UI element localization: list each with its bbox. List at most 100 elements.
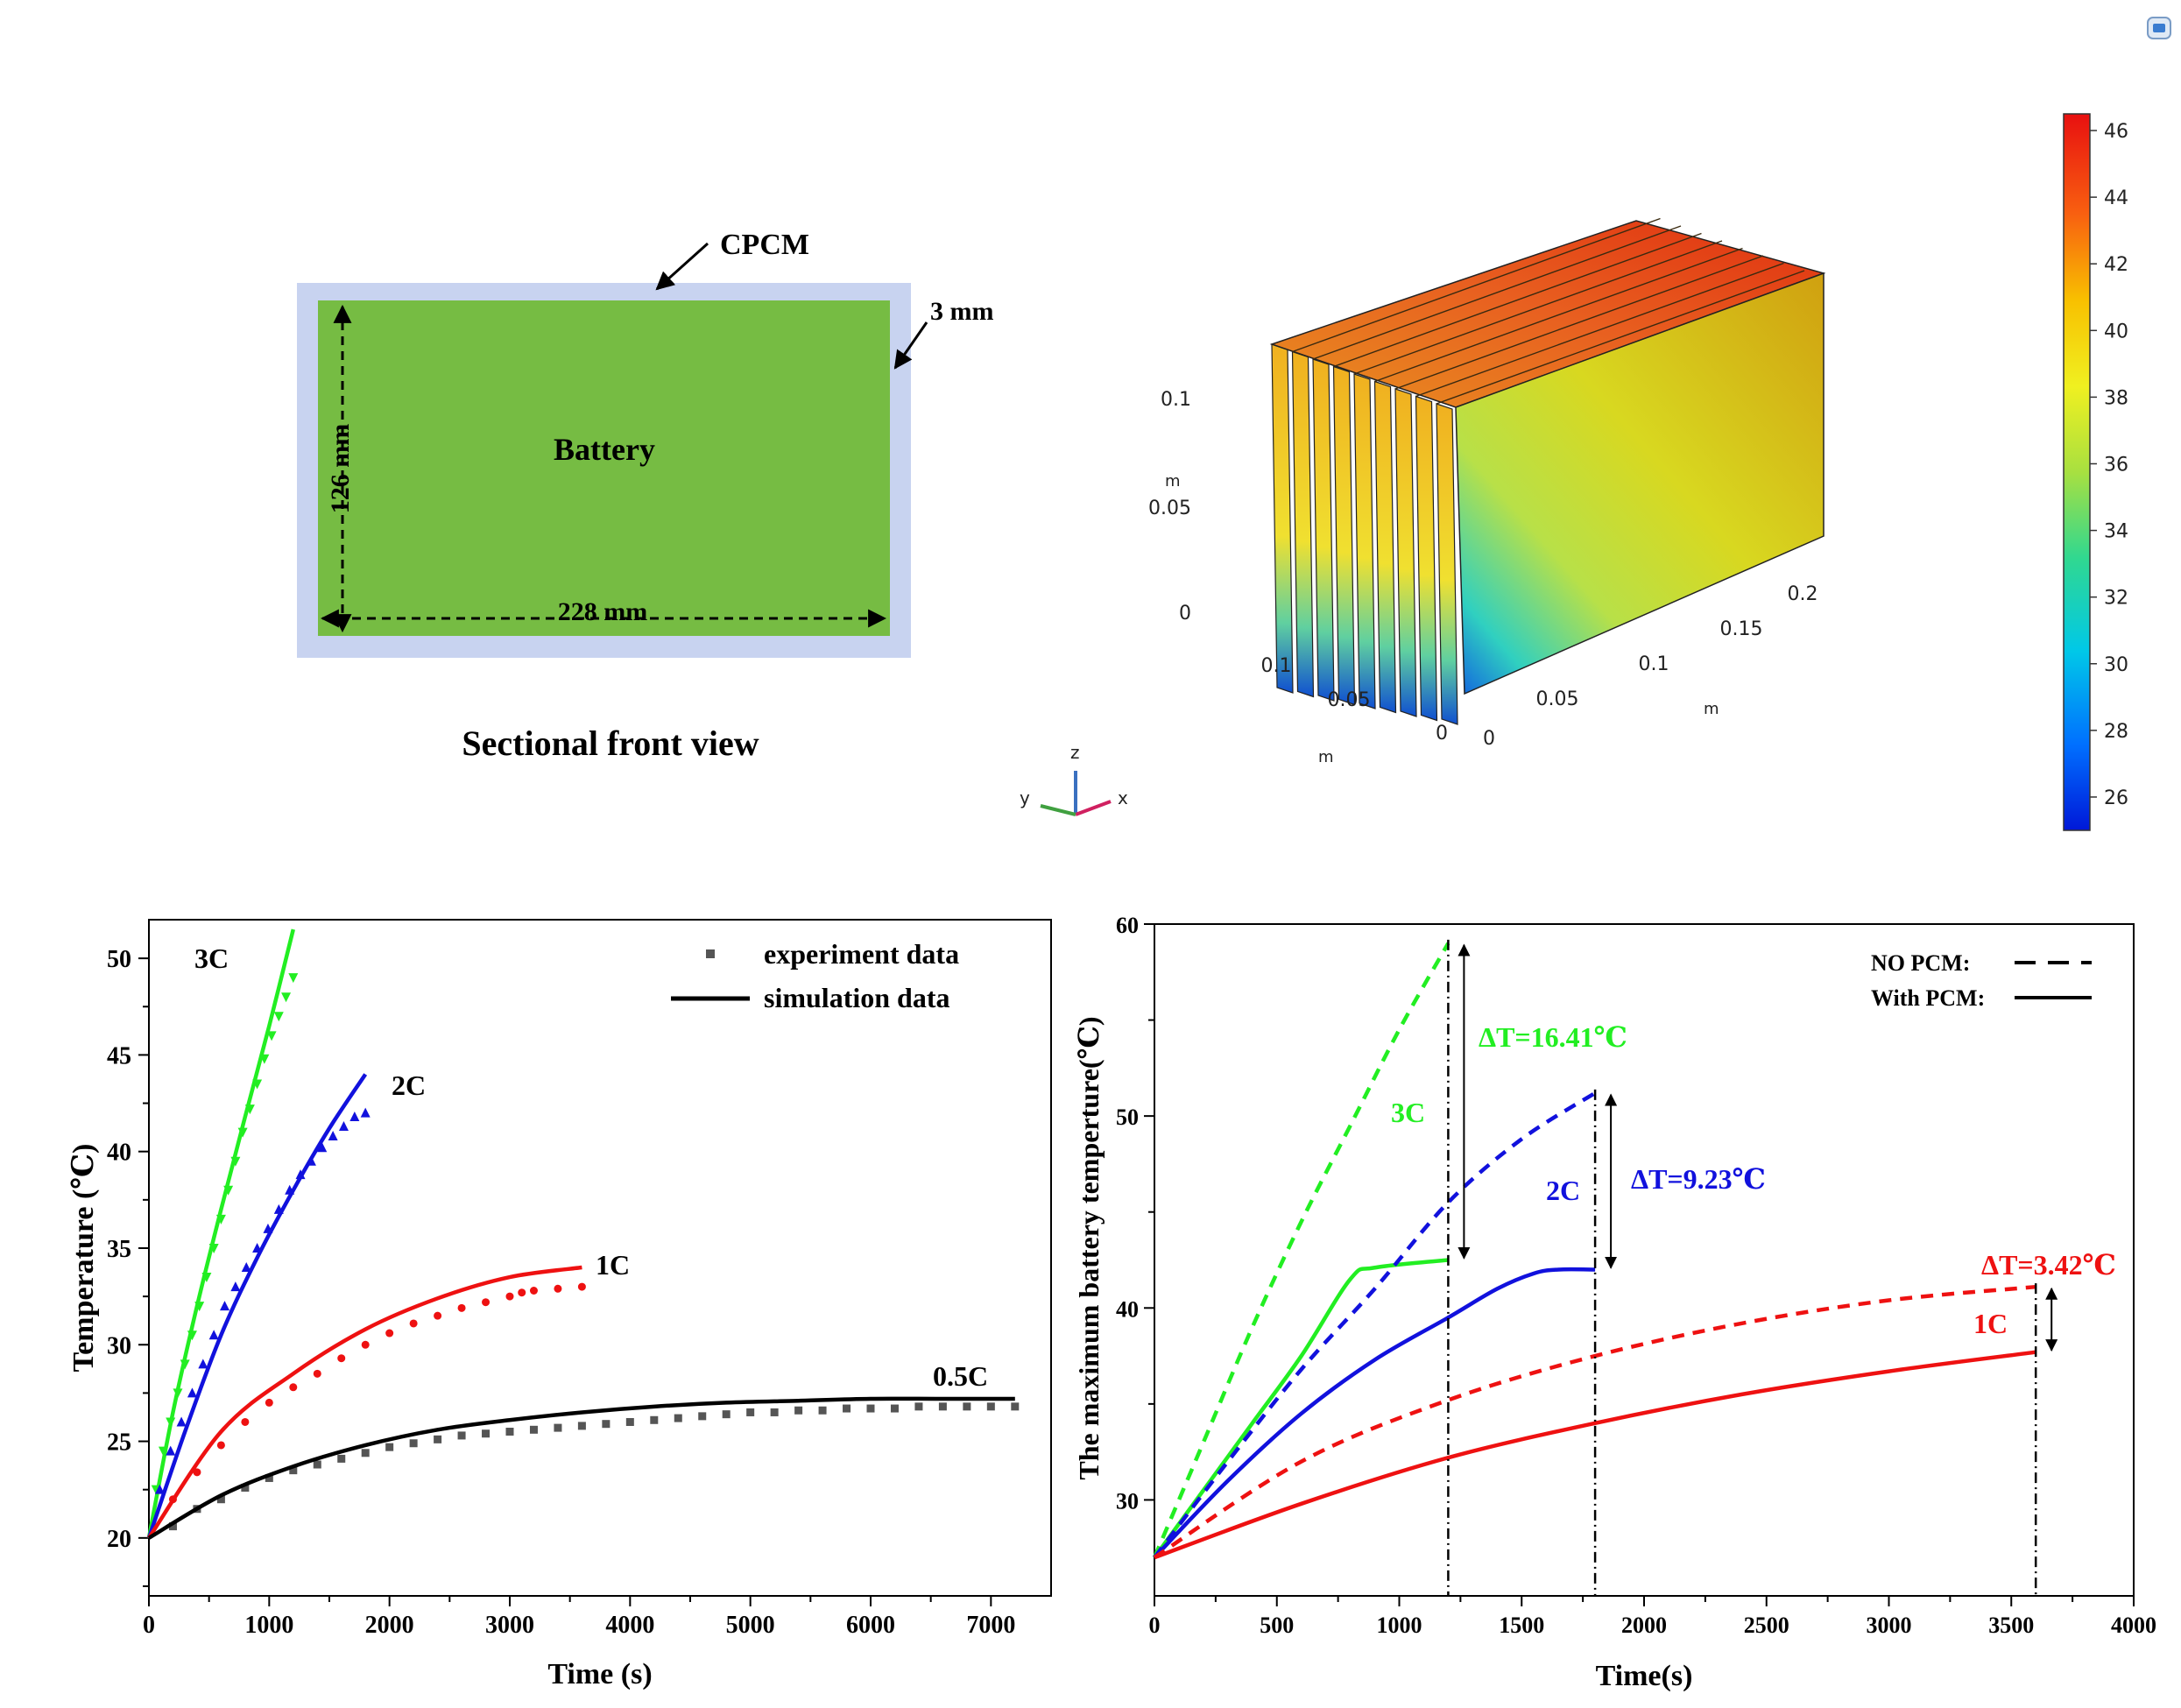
chart1-exp-point-0.5C: [914, 1402, 923, 1411]
chart2-label-1C: 1C: [1973, 1308, 2008, 1339]
model-3d: 0.1 0.05 0 0.1 0.05 0 0 0.05 0.1 0.15 0.2 m m m z …: [1020, 17, 2171, 831]
chart1-exp-point-1C: [505, 1292, 514, 1301]
chart1-exp-point-0.5C: [625, 1417, 634, 1426]
chart1-x-tick-label: 2000: [365, 1612, 414, 1639]
fin-3: [1332, 365, 1356, 706]
chart2-x-tick-label: 1500: [1499, 1613, 1544, 1638]
chart1-exp-point-0.5C: [866, 1404, 875, 1413]
chart1-series: [146, 928, 1020, 1540]
triad-x-label: x: [1118, 787, 1128, 808]
chart1-exp-point-0.5C: [890, 1404, 899, 1413]
height-label: 126 mm: [326, 424, 355, 513]
legend-with-pcm-label: With PCM:: [1871, 985, 1985, 1011]
chart1-exp-point-2C: [176, 1416, 187, 1427]
thickness-pointer-arrow: [893, 321, 928, 370]
chart2-label-3C: 3C: [1391, 1097, 1425, 1128]
chart2-label-2C: 2C: [1546, 1175, 1580, 1206]
colorbar-tick-label: 44: [2104, 187, 2128, 209]
chart1-exp-point-0.5C: [577, 1422, 586, 1430]
chart2-with-pcm-line-1C: [1154, 1350, 2036, 1560]
triad-y-label: y: [1020, 787, 1030, 808]
top-stripe-3: [1333, 232, 1702, 368]
chart1-exp-point-1C: [577, 1282, 586, 1291]
chart1-x-tick-label: 1000: [244, 1612, 293, 1639]
fin-8: [1436, 403, 1458, 725]
chart2-y-tick-label: 30: [1116, 1488, 1139, 1514]
chart1-x-ticks: 0 1000 2000 3000 4000 5000 6000 7000: [143, 1596, 1015, 1639]
window-corner-icon: [2147, 17, 2171, 39]
chart1-exp-point-0.5C: [337, 1454, 346, 1463]
colorbar-tick-label: 42: [2104, 254, 2128, 276]
chart1-exp-point-0.5C: [241, 1483, 250, 1492]
chart2-y-axis-label: The maximum battery temperture(℃): [1073, 1016, 1105, 1479]
chart1-exp-point-2C: [349, 1111, 360, 1121]
x-tick-label: 0: [1483, 728, 1495, 750]
cpcm-label: CPCM: [720, 229, 809, 261]
chart2-x-tick-label: 1000: [1377, 1613, 1422, 1638]
fin-1: [1291, 350, 1315, 698]
colorbar-tick-label: 32: [2104, 588, 2128, 610]
battery-label: Battery: [554, 432, 655, 467]
chart2-with-pcm-line-3C: [1153, 1258, 1449, 1559]
chart1-label-3C: 3C: [194, 942, 229, 974]
colorbar-tick-label: 26: [2104, 787, 2128, 809]
chart1-exp-point-0.5C: [361, 1449, 370, 1457]
fin-7: [1415, 395, 1438, 722]
chart1-exp-point-0.5C: [409, 1439, 418, 1448]
chart2-x-ticks: 0 500 1000 1500 2000 2500 3000 3500 4000: [1149, 1596, 2156, 1638]
chart1-exp-point-0.5C: [168, 1522, 177, 1531]
chart1-label-1C: 1C: [596, 1249, 630, 1281]
chart1-exp-point-0.5C: [843, 1404, 851, 1413]
legend-experiment-marker: [706, 949, 715, 958]
z-tick-label: 0: [1179, 603, 1191, 625]
y-tick-label: 0: [1436, 723, 1448, 745]
chart1-exp-point-1C: [265, 1398, 273, 1407]
chart1-y-ticks: 20 25 30 35 40 45 50: [107, 946, 149, 1587]
chart1-exp-point-1C: [289, 1383, 298, 1392]
chart1-exp-point-3C: [281, 992, 292, 1003]
battery-cell: [318, 300, 890, 636]
colorbar: [2063, 113, 2091, 831]
chart1-sim-line-3C: [146, 928, 295, 1539]
chart1-exp-point-0.5C: [1011, 1402, 1020, 1411]
colorbar-tick-label: 46: [2104, 121, 2128, 143]
chart1-exp-point-1C: [554, 1284, 562, 1293]
chart1-exp-point-0.5C: [963, 1402, 971, 1411]
colorbar-tick-label: 38: [2104, 387, 2128, 409]
triad-y-arrow: [1040, 804, 1076, 816]
chart1-exp-point-0.5C: [216, 1495, 225, 1504]
chart1-exp-point-0.5C: [698, 1412, 707, 1421]
chart1-exp-point-0.5C: [770, 1408, 779, 1416]
fin-6: [1394, 388, 1417, 717]
chart2-x-tick-label: 4000: [2111, 1613, 2156, 1638]
chart2-y-tick-label: 60: [1116, 913, 1139, 938]
colorbar-tick-label: 30: [2104, 654, 2128, 676]
chart2-legend: NO PCM: With PCM:: [1871, 950, 2092, 1011]
chart1-x-axis-label: Time (s): [547, 1658, 652, 1690]
colorbar-ticks: 46 44 42 40 38 36 34 32 30 28 26: [2090, 121, 2128, 809]
triad-x-arrow: [1075, 800, 1112, 816]
top-stripe-8: [1436, 270, 1805, 405]
z-axis-unit: m: [1165, 472, 1181, 491]
chart1-exp-point-2C: [338, 1121, 349, 1132]
chart1-legend: experiment data simulation data: [671, 938, 959, 1013]
x-tick-label: 0.2: [1788, 583, 1818, 605]
x-tick-label: 0.1: [1639, 653, 1669, 675]
chart1-y-tick-label: 35: [107, 1236, 131, 1263]
axis-ticks-3d: 0.1 0.05 0 0.1 0.05 0 0 0.05 0.1 0.15 0.2: [1148, 389, 1817, 750]
chart1-exp-point-0.5C: [938, 1402, 947, 1411]
chart1-exp-point-0.5C: [554, 1423, 562, 1432]
chart1-exp-point-2C: [317, 1142, 328, 1153]
chart1-y-tick-label: 45: [107, 1042, 131, 1069]
chart1-y-tick-label: 30: [107, 1332, 131, 1359]
chart1-exp-point-2C: [328, 1131, 338, 1141]
chart1-exp-point-2C: [241, 1262, 251, 1273]
chart2-delta-label-1C: ΔT=3.42℃: [1981, 1249, 2116, 1281]
chart1-y-tick-label: 25: [107, 1429, 131, 1457]
chart2-x-tick-label: 500: [1260, 1613, 1294, 1638]
chart2-y-tick-label: 50: [1116, 1105, 1139, 1130]
legend-no-pcm-label: NO PCM:: [1871, 950, 1970, 976]
chart1-exp-point-1C: [241, 1417, 250, 1426]
colorbar-tick-label: 28: [2104, 721, 2128, 743]
top-stripe-5: [1374, 247, 1743, 383]
